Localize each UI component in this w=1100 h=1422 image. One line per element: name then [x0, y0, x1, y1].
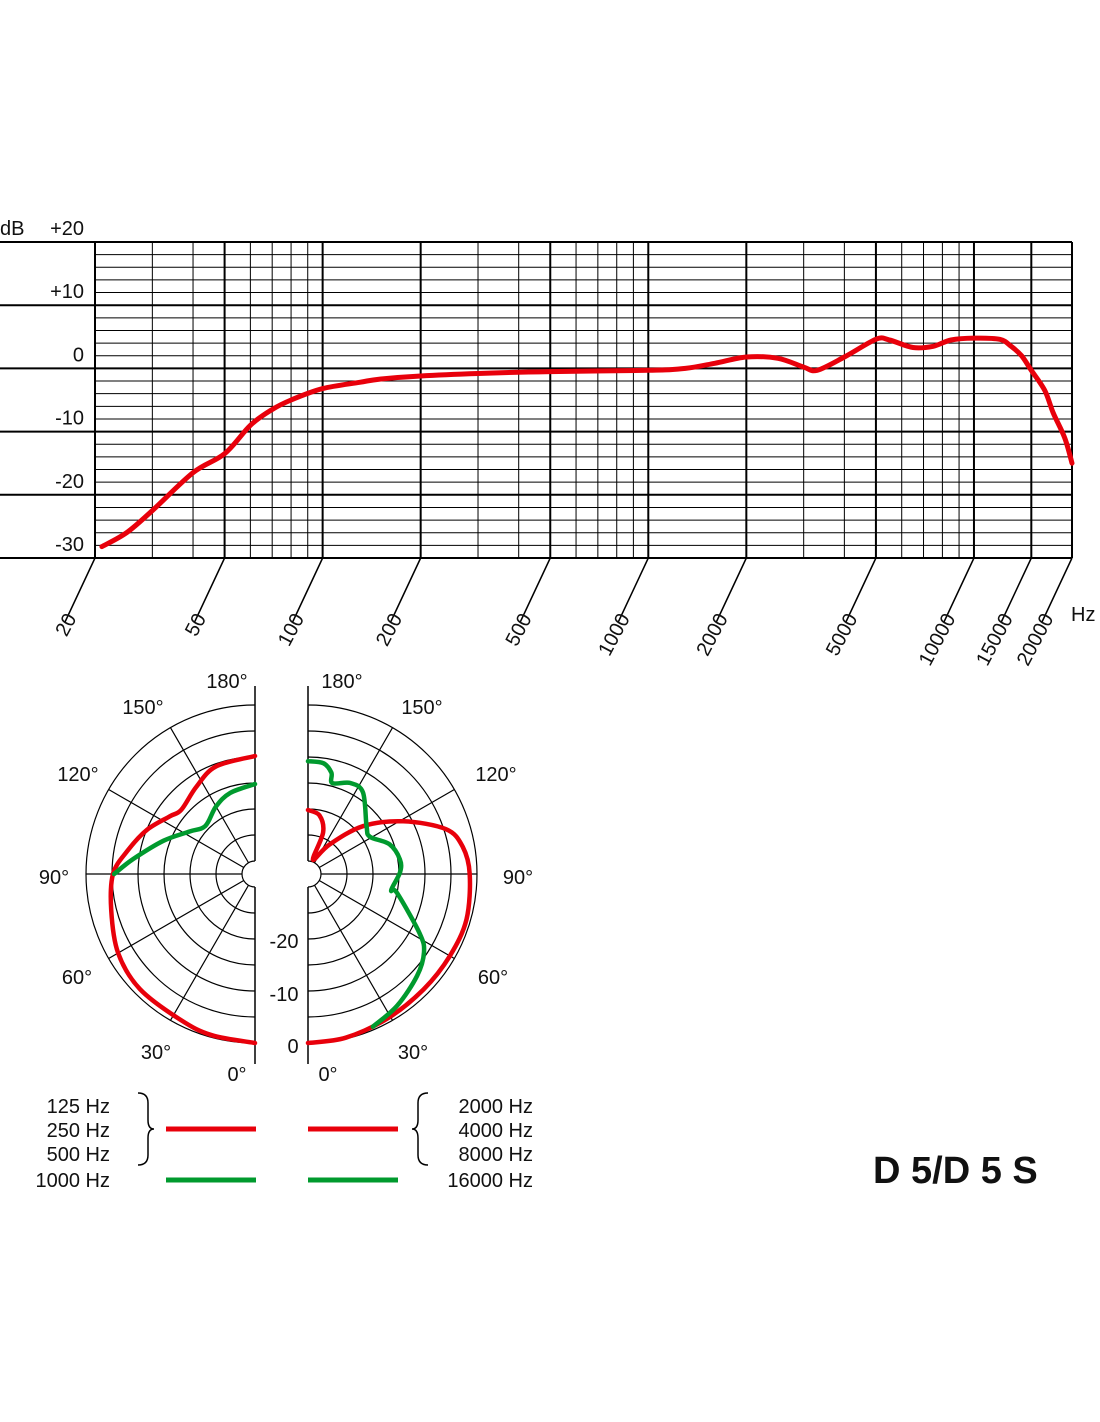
polar-half-left: 180° 150° 120° 90° 60° 30° 0° — [39, 671, 258, 1086]
x-tick-label: 500 — [502, 610, 537, 650]
y-tick-label: -20 — [55, 471, 84, 493]
x-tick-label: 200 — [372, 610, 407, 650]
x-tick-line — [291, 557, 324, 623]
polar-angle-label: 120° — [57, 764, 98, 786]
polar-pattern-chart: 180° 150° 120° 90° 60° 30° 0° 180° 150° 120° 90° 60… — [39, 671, 533, 1086]
polar-radial-line — [108, 879, 245, 960]
polar-angle-label: 90° — [39, 867, 69, 889]
legend-label-left: 500 Hz — [47, 1144, 110, 1166]
polar-curve — [111, 781, 258, 877]
x-tick-label: 20 — [52, 610, 82, 640]
polar-radial-line — [318, 788, 455, 869]
x-tick-line — [617, 557, 649, 623]
legend-label-right: 2000 Hz — [459, 1096, 534, 1118]
y-tick-label: +10 — [50, 281, 84, 303]
polar-angle-label: 60° — [62, 967, 92, 989]
x-tick-line — [193, 557, 226, 623]
polar-db-label: -20 — [270, 931, 299, 953]
x-tick-label: 15000 — [972, 610, 1018, 669]
polar-ring — [241, 860, 256, 888]
polar-angle-label: 0° — [318, 1064, 337, 1086]
frequency-response-curve — [99, 335, 1075, 550]
polar-angle-label: 180° — [206, 671, 247, 693]
legend-label-left: 250 Hz — [47, 1120, 110, 1142]
polar-angle-label: 30° — [141, 1042, 171, 1064]
legend-brace-left — [137, 1092, 155, 1166]
polar-angle-label: 60° — [478, 967, 508, 989]
polar-curve — [108, 753, 258, 1046]
polar-curve — [305, 807, 473, 1046]
model-title: D 5/D 5 S — [873, 1150, 1038, 1192]
x-tick-label: 10000 — [915, 610, 961, 669]
x-tick-line — [845, 557, 877, 623]
legend-label-right: 16000 Hz — [447, 1170, 533, 1192]
x-tick-label: 100 — [274, 610, 309, 650]
polar-ring — [307, 860, 322, 888]
polar-radial-line — [318, 879, 455, 960]
legend-label-left: 125 Hz — [47, 1096, 110, 1118]
polar-db-label: 0 — [287, 1036, 298, 1058]
x-tick-line — [389, 557, 422, 623]
y-tick-label: -30 — [55, 534, 84, 556]
polar-angle-label: 30° — [398, 1042, 428, 1064]
y-tick-label: -10 — [55, 408, 84, 430]
y-axis-unit-label: dB — [0, 218, 24, 240]
polar-half-right: 180° 150° 120° 90° 60° 30° 0° — [305, 671, 533, 1086]
x-tick-label: 50 — [181, 610, 211, 640]
polar-curve — [305, 758, 427, 1029]
legend-brace-right — [411, 1092, 429, 1166]
polar-radial-line — [169, 727, 250, 864]
legend-label-left: 1000 Hz — [36, 1170, 111, 1192]
polar-angle-label: 90° — [503, 867, 533, 889]
x-tick-label: 20000 — [1013, 610, 1059, 669]
polar-angle-label: 150° — [401, 697, 442, 719]
polar-radial-line — [108, 788, 245, 869]
y-tick-label: 0 — [73, 344, 84, 366]
legend-label-right: 4000 Hz — [459, 1120, 534, 1142]
x-tick-line — [519, 557, 551, 623]
legend-label-right: 8000 Hz — [459, 1144, 534, 1166]
x-tick-line — [943, 557, 975, 623]
x-tick-label: 2000 — [692, 610, 732, 660]
polar-angle-label: 120° — [475, 764, 516, 786]
x-tick-label: 5000 — [822, 610, 862, 660]
polar-angle-label: 150° — [122, 697, 163, 719]
polar-db-label: -10 — [270, 984, 299, 1006]
polar-angle-label: 0° — [227, 1064, 246, 1086]
x-tick-line — [1041, 557, 1073, 623]
polar-radial-line — [313, 727, 394, 864]
y-tick-label: +20 — [50, 218, 84, 240]
x-tick-label: 1000 — [594, 610, 634, 660]
polar-radial-line — [169, 884, 250, 1021]
x-axis-unit-label: Hz — [1071, 604, 1095, 626]
x-tick-line — [715, 557, 748, 623]
polar-radial-line — [313, 884, 394, 1021]
x-tick-line — [64, 557, 96, 623]
frequency-response-chart: 20 50 100 200 500 1000 2000 5000 10000 1500020000… — [0, 218, 1095, 669]
polar-angle-label: 180° — [321, 671, 362, 693]
x-tick-line — [1000, 557, 1032, 623]
